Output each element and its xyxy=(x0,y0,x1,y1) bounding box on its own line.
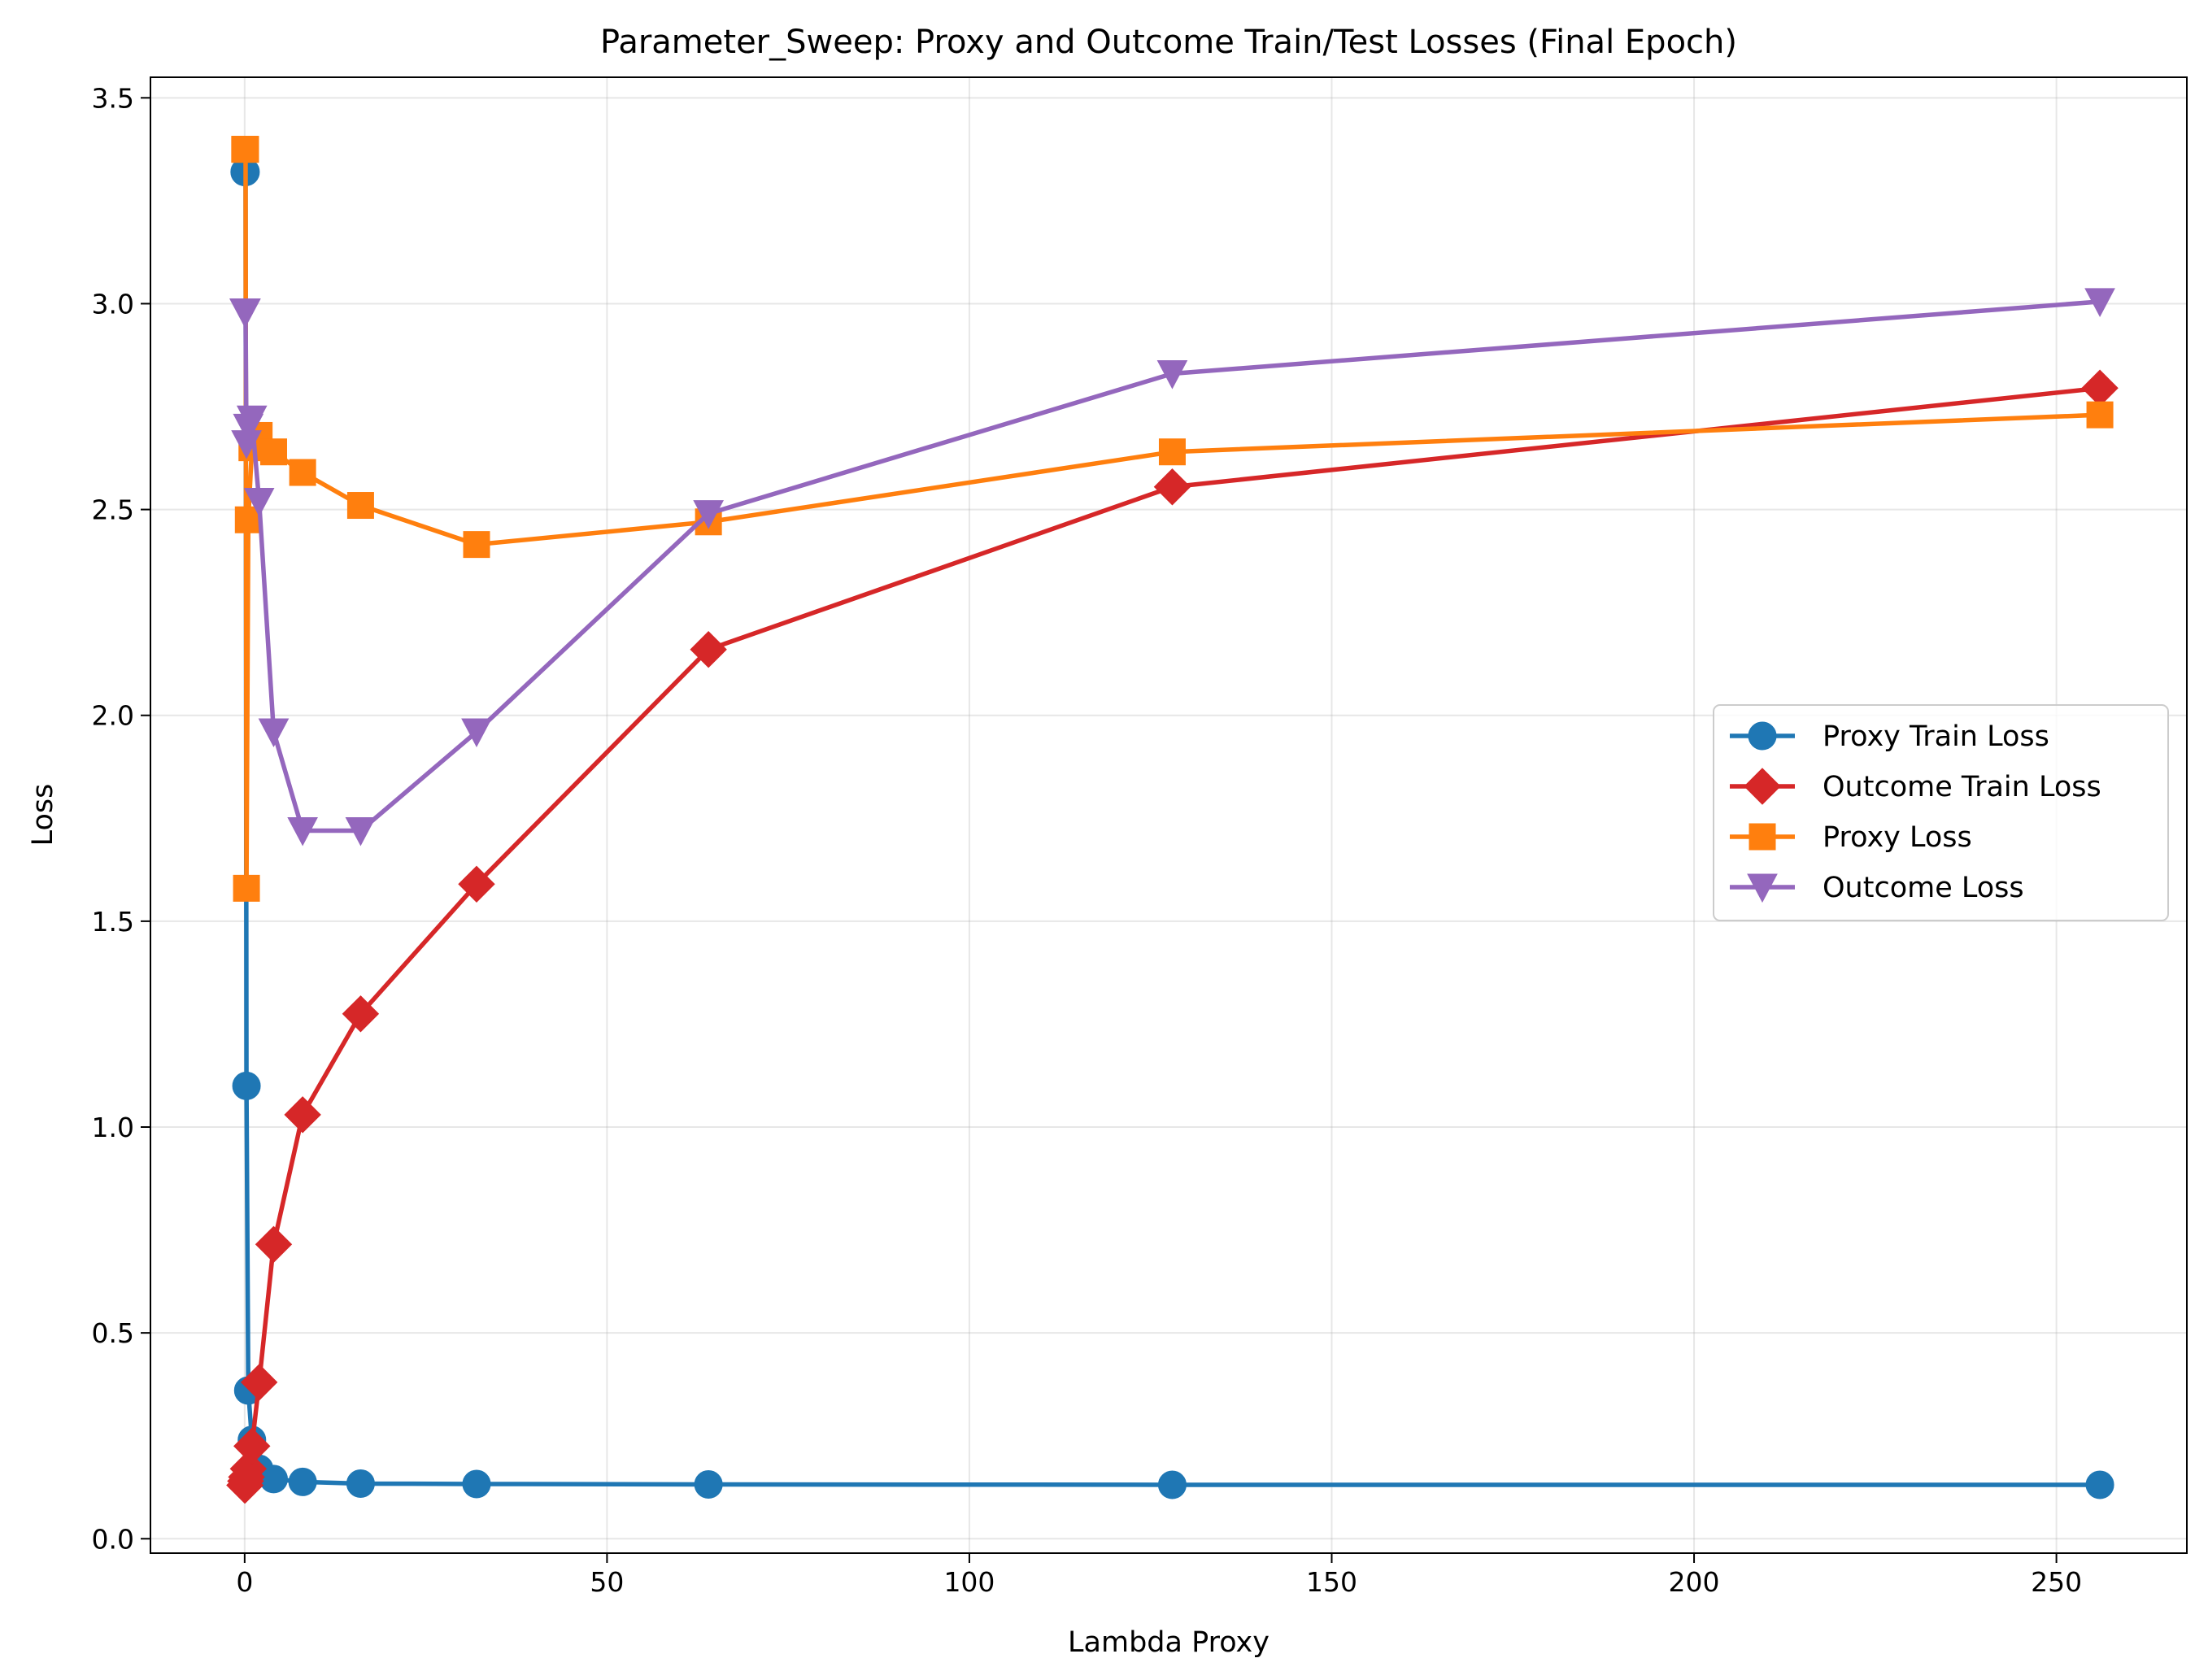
data-point-circle xyxy=(288,1467,317,1496)
chart-title: Parameter_Sweep: Proxy and Outcome Train… xyxy=(600,24,1737,61)
y-tick-label: 2.5 xyxy=(92,494,134,526)
data-point-circle xyxy=(232,1071,261,1100)
series-outcome-train-loss xyxy=(226,369,2119,1504)
data-point-square xyxy=(289,459,316,486)
legend-item: Proxy Train Loss xyxy=(1730,720,2049,753)
legend-marker-triangle-down xyxy=(1747,873,1778,903)
data-point-triangle-down xyxy=(345,816,377,847)
series-line xyxy=(242,299,2101,833)
data-point-circle xyxy=(2085,1470,2114,1499)
series-outcome-loss xyxy=(229,288,2115,847)
data-point-circle xyxy=(694,1469,723,1499)
legend-frame xyxy=(1713,704,2169,921)
data-point-diamond xyxy=(284,1096,321,1134)
x-tick-label: 150 xyxy=(1306,1566,1357,1598)
data-point-triangle-down xyxy=(236,405,268,435)
x-tick-label: 100 xyxy=(943,1566,995,1598)
data-point-diamond xyxy=(458,865,495,903)
data-point-square xyxy=(2086,401,2114,429)
y-tick-label: 0.5 xyxy=(92,1317,134,1349)
y-tick-label: 3.0 xyxy=(92,288,134,320)
data-point-triangle-down xyxy=(2084,288,2115,317)
data-point-triangle-down xyxy=(1156,360,1188,390)
y-tick-label: 3.5 xyxy=(92,82,134,114)
data-point-square xyxy=(463,531,490,559)
legend-label: Outcome Train Loss xyxy=(1823,771,2101,803)
data-point-square xyxy=(1158,438,1186,466)
legend-label: Outcome Loss xyxy=(1823,872,2024,904)
plot-frame xyxy=(150,76,2188,1554)
y-tick-label: 2.0 xyxy=(92,700,134,732)
x-tick-label: 50 xyxy=(590,1566,624,1598)
data-point-triangle-down xyxy=(461,718,492,748)
x-tick-label: 0 xyxy=(236,1566,253,1598)
y-axis-label: Loss xyxy=(27,784,59,847)
data-point-diamond xyxy=(233,1427,271,1465)
legend-item: Proxy Loss xyxy=(1730,821,1972,854)
axis-ticks: 0 50 100 150 200 250 0.0 0.5 1.0 1.5 2.0 2.5 3.0 3.5 xyxy=(92,82,2083,1598)
data-point-triangle-down xyxy=(258,718,290,748)
data-point-circle xyxy=(346,1469,375,1498)
legend-item: Outcome Loss xyxy=(1730,872,2024,904)
data-point-triangle-down xyxy=(287,816,318,847)
y-tick-label: 0.0 xyxy=(92,1523,134,1555)
legend-item: Outcome Train Loss xyxy=(1730,768,2101,805)
data-point-diamond xyxy=(229,1450,268,1487)
legend-label: Proxy Loss xyxy=(1823,821,1972,854)
x-tick-label: 250 xyxy=(2031,1566,2082,1598)
series-group xyxy=(226,136,2119,1504)
data-point-diamond xyxy=(1153,468,1191,506)
data-point-triangle-down xyxy=(230,298,261,328)
data-point-square xyxy=(232,136,259,163)
legend: Proxy Train Loss Outcome Train Loss Proxy … xyxy=(1713,704,2169,921)
data-point-circle xyxy=(462,1469,491,1499)
data-point-triangle-down xyxy=(693,500,724,529)
y-tick-label: 1.0 xyxy=(92,1112,134,1143)
legend-marker-square xyxy=(1749,823,1776,851)
data-point-diamond xyxy=(240,1364,278,1401)
legend-label: Proxy Train Loss xyxy=(1823,720,2049,753)
legend-marker-diamond xyxy=(1744,768,1781,805)
data-point-square xyxy=(346,492,374,520)
data-point-triangle-down xyxy=(243,487,275,517)
data-point-diamond xyxy=(342,995,380,1033)
y-tick-label: 1.5 xyxy=(92,906,134,938)
data-point-circle xyxy=(1157,1470,1187,1499)
x-axis-label: Lambda Proxy xyxy=(1068,1626,1269,1659)
data-point-square xyxy=(259,438,287,466)
x-tick-label: 200 xyxy=(1669,1566,1720,1598)
data-point-square xyxy=(233,874,260,902)
legend-marker-circle xyxy=(1748,721,1777,751)
data-point-diamond xyxy=(690,631,727,668)
data-point-diamond xyxy=(255,1225,293,1263)
